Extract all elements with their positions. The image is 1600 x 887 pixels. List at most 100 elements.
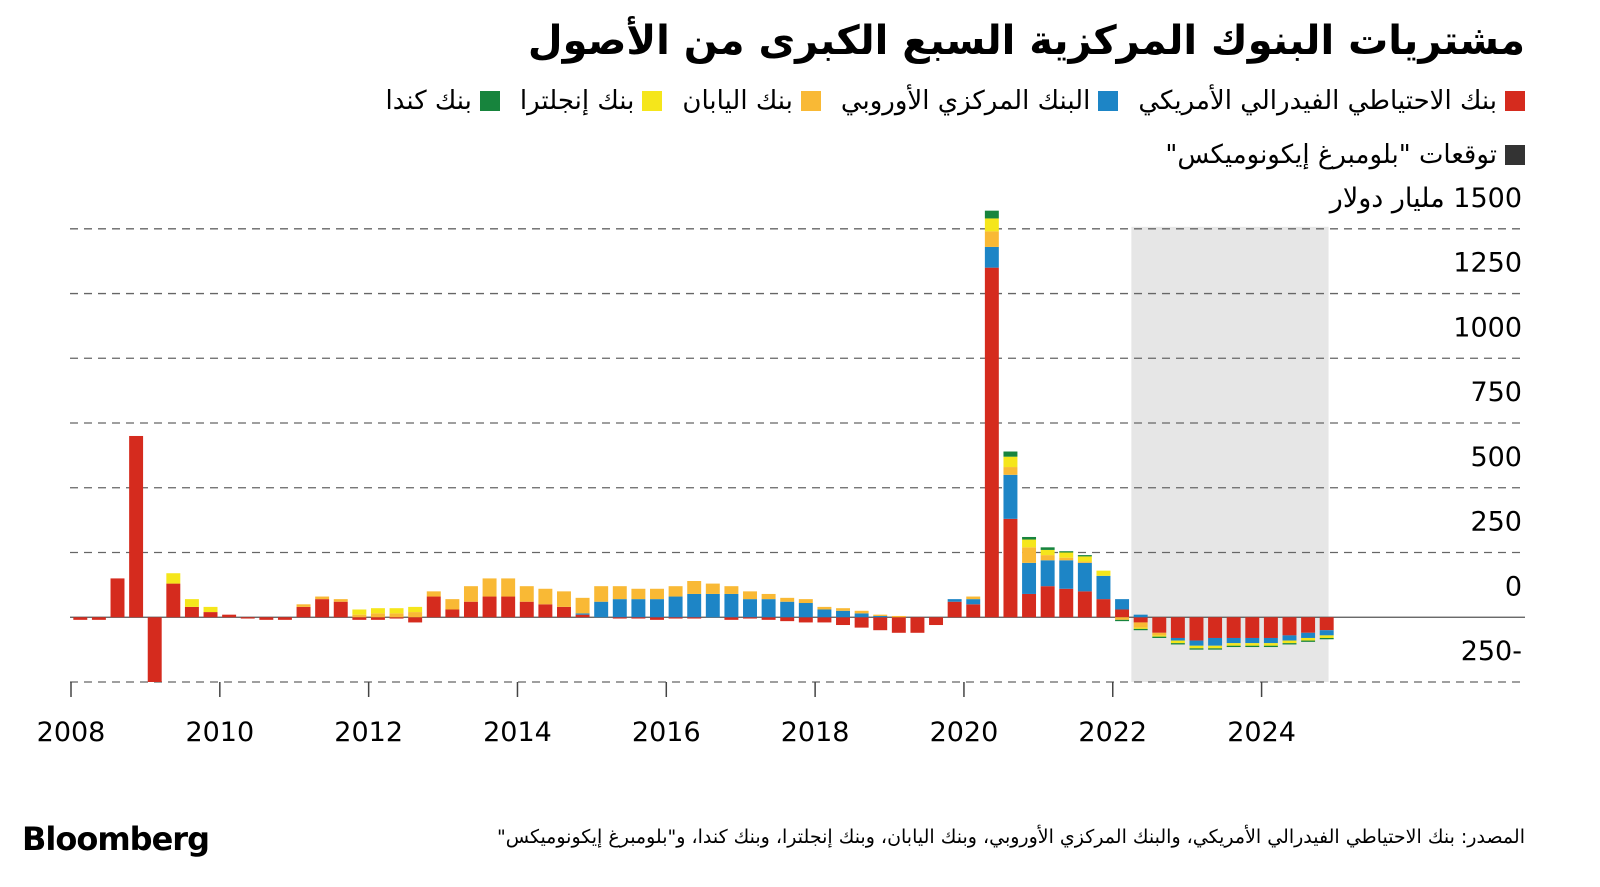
bar-segment bbox=[761, 599, 776, 618]
bar-segment bbox=[1077, 561, 1092, 563]
bar-segment bbox=[1115, 619, 1130, 622]
bar-segment bbox=[687, 593, 702, 618]
y-tick-label: 1500 مليار دولار bbox=[1328, 183, 1522, 214]
bar-segment bbox=[1152, 635, 1167, 637]
bar-segment bbox=[1226, 617, 1241, 638]
bar-segment bbox=[1040, 547, 1055, 550]
bar-segment bbox=[743, 617, 757, 619]
bar-segment bbox=[836, 610, 850, 618]
bar-segment bbox=[389, 608, 404, 614]
legend-swatch bbox=[1505, 145, 1525, 165]
bar-segment bbox=[836, 608, 850, 611]
bar-segment bbox=[408, 606, 423, 613]
bar-segment bbox=[724, 586, 739, 594]
bar-segment bbox=[1115, 599, 1130, 610]
bar-segment bbox=[743, 591, 757, 600]
bar-segment bbox=[873, 615, 888, 618]
bar-segment bbox=[1077, 591, 1092, 618]
bar-segment bbox=[203, 612, 218, 618]
bar-segment bbox=[1096, 570, 1111, 576]
bar-segment bbox=[761, 593, 776, 600]
bar-segment bbox=[650, 588, 664, 600]
y-tick-label: 750 bbox=[1470, 377, 1522, 408]
bar-segment bbox=[594, 601, 609, 618]
bar-segment bbox=[1301, 640, 1316, 642]
bar-segment bbox=[1022, 536, 1037, 540]
bar-segment bbox=[1115, 609, 1130, 618]
bar-segment bbox=[482, 596, 497, 618]
bar-segment bbox=[129, 435, 144, 618]
bar-segment bbox=[780, 597, 795, 602]
bar-segment bbox=[891, 617, 906, 633]
bar-segment bbox=[538, 588, 553, 605]
bar-segment bbox=[333, 601, 348, 618]
legend-item: بنك الاحتياطي الفيدرالي الأمريكي bbox=[1138, 86, 1525, 116]
bar-segment bbox=[538, 604, 553, 618]
y-tick-label: -250 bbox=[1461, 636, 1522, 667]
bar-segment bbox=[1059, 552, 1074, 558]
bar-segment bbox=[91, 617, 106, 620]
bar-segment bbox=[203, 606, 218, 613]
bar-segment bbox=[1226, 645, 1241, 648]
bar-segment bbox=[166, 583, 181, 618]
bar-segment bbox=[1040, 586, 1055, 618]
bar-segment bbox=[1152, 617, 1167, 633]
chart-title: مشتريات البنوك المركزية السبع الكبرى من … bbox=[527, 18, 1525, 64]
legend-label: بنك إنجلترا bbox=[519, 86, 635, 116]
bar-segment bbox=[557, 606, 571, 618]
bar-segment bbox=[650, 599, 664, 618]
bar-segment bbox=[668, 596, 683, 618]
bar-segment bbox=[184, 606, 199, 618]
bar-segment bbox=[482, 578, 497, 597]
bar-segment bbox=[1040, 560, 1055, 587]
bar-segment bbox=[1263, 637, 1278, 644]
bar-segment bbox=[854, 610, 869, 614]
bar-segment bbox=[1115, 617, 1130, 620]
bar-segment bbox=[1245, 643, 1260, 646]
bar-segment bbox=[222, 614, 237, 618]
bar-segment bbox=[612, 599, 627, 618]
bar-segment bbox=[370, 613, 385, 618]
bar-segment bbox=[705, 583, 720, 594]
y-tick-label: 0 bbox=[1505, 571, 1522, 602]
bar-segment bbox=[463, 586, 478, 602]
bar-segment bbox=[1226, 637, 1241, 644]
bar-segment bbox=[612, 617, 627, 619]
bar-segment bbox=[1208, 617, 1223, 638]
bar-segment bbox=[817, 606, 832, 610]
bar-segment bbox=[984, 210, 999, 219]
bar-segment bbox=[1133, 628, 1148, 631]
bar-segment bbox=[1003, 456, 1018, 468]
x-tick-label: 2010 bbox=[185, 717, 254, 748]
bar-segment bbox=[277, 617, 292, 620]
bar-segment bbox=[426, 591, 441, 597]
y-tick-label: 250 bbox=[1470, 507, 1522, 538]
legend-label: توقعات "بلومبرغ إيكونوميكس" bbox=[1165, 140, 1497, 170]
bar-segment bbox=[798, 617, 813, 623]
bar-segment bbox=[1301, 637, 1316, 641]
bar-segment bbox=[836, 617, 850, 626]
bar-segment bbox=[1282, 617, 1297, 636]
bar-segment bbox=[668, 586, 683, 597]
bar-segment bbox=[1319, 637, 1334, 640]
bar-segment bbox=[1059, 560, 1074, 589]
legend-swatch bbox=[479, 91, 500, 111]
bar-segment bbox=[966, 604, 981, 618]
bar-segment bbox=[631, 588, 646, 600]
bar-segment bbox=[1319, 635, 1334, 638]
bar-segment bbox=[1003, 467, 1018, 475]
legend-label: بنك كندا bbox=[385, 86, 472, 116]
bar-segment bbox=[1040, 549, 1055, 556]
bar-segment bbox=[1022, 562, 1037, 594]
bar-segment bbox=[166, 573, 181, 584]
bar-segment bbox=[724, 617, 739, 620]
bar-segment bbox=[315, 596, 330, 600]
brand: Bloomberg bbox=[22, 820, 210, 858]
y-tick-label: 500 bbox=[1470, 442, 1522, 473]
bar-segment bbox=[1208, 637, 1223, 646]
bar-segment bbox=[1022, 593, 1037, 618]
forecast-region bbox=[1131, 226, 1329, 683]
bar-segment bbox=[854, 613, 869, 618]
x-tick-label: 2016 bbox=[632, 717, 701, 748]
